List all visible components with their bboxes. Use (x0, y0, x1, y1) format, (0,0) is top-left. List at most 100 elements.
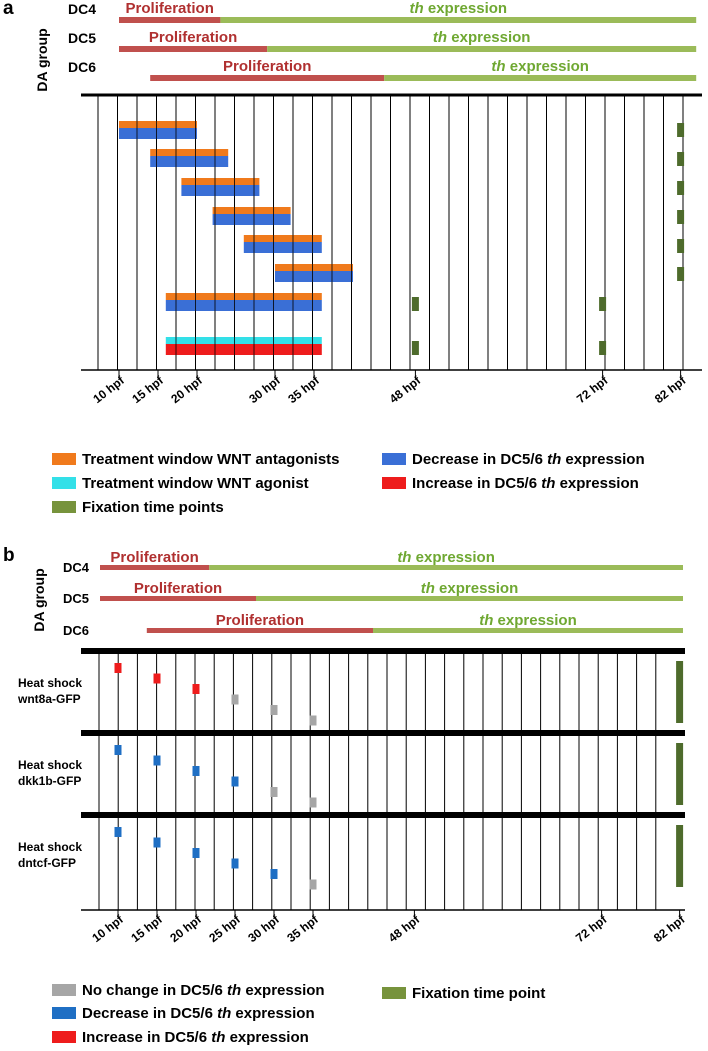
group-label: DC6 (63, 623, 89, 638)
treatment-window-antagonist (243, 235, 322, 242)
tick-label: 30 hpf (245, 912, 282, 945)
legend-swatch-blue (382, 453, 406, 465)
heat-shock-result-decrease (231, 858, 239, 869)
transgene-label: dkk1b-GFP (18, 774, 81, 788)
fixation-time-point (677, 152, 685, 166)
result-decrease (150, 156, 229, 167)
result-decrease (212, 214, 291, 225)
heat-shock-result-decrease (192, 766, 200, 776)
th-expression-bar (209, 565, 683, 570)
fixation-time-point (677, 239, 685, 253)
legend-swatch-orange (52, 453, 76, 465)
heat-shock-result-no_change (270, 787, 278, 797)
th-expression-bar (220, 17, 697, 23)
heat-shock-result-no_change (309, 797, 317, 808)
th-expression-bar (256, 596, 683, 601)
heat-shock-label: Heat shock (18, 840, 82, 854)
fixation-time-point (411, 341, 419, 355)
legend-label: Decrease in DC5/6 th expression (82, 1005, 315, 1022)
legend-swatch-cyan (52, 477, 76, 489)
group-label: DC4 (68, 1, 96, 17)
proliferation-label: Proliferation (110, 549, 198, 566)
treatment-window-antagonist (212, 207, 291, 214)
th-expression-label: th expression (421, 580, 519, 597)
heat-shock-result-no_change (309, 715, 317, 726)
panel-a-label: a (3, 0, 14, 19)
treatment-window-antagonist (275, 264, 353, 271)
fixation-time-point (677, 267, 685, 281)
row-separator (81, 812, 685, 818)
panel-a: a DA group DC4 Proliferation th expression DC… (3, 0, 702, 516)
group-label: DC6 (68, 59, 96, 75)
legend-label: Treatment window WNT antagonists (82, 451, 340, 468)
legend-swatch-red (52, 1031, 76, 1043)
fixation-time-point (599, 297, 607, 311)
fixation-time-point (677, 181, 685, 195)
fixation-time-point (676, 661, 684, 723)
heat-shock-result-no_change (270, 705, 278, 715)
tick-label: 20 hpf (168, 373, 205, 406)
th-expression-label: th expression (491, 58, 589, 75)
proliferation-bar (150, 75, 385, 81)
heat-shock-result-no_change (231, 694, 239, 705)
tick-label: 82 hpf (652, 373, 689, 406)
legend-label: Decrease in DC5/6 th expression (412, 451, 645, 468)
fixation-time-point (599, 341, 607, 355)
tick-label: 82 hpf (651, 912, 688, 945)
proliferation-bar (119, 46, 268, 52)
tick-label: 72 hpf (574, 373, 611, 406)
tick-label: 48 hpf (386, 912, 423, 945)
heat-shock-result-increase (153, 673, 161, 684)
proliferation-label: Proliferation (223, 58, 311, 75)
fixation-time-point (676, 825, 684, 887)
result-decrease (165, 300, 322, 311)
heat-shock-label: Heat shock (18, 758, 82, 772)
th-expression-label: th expression (410, 0, 508, 17)
tick-label: 20 hpf (167, 912, 204, 945)
legend-label: Increase in DC5/6 th expression (412, 475, 639, 492)
result-decrease (181, 185, 260, 196)
group-label: DC4 (63, 560, 90, 575)
group-label: DC5 (68, 30, 96, 46)
result-decrease (243, 242, 322, 253)
legend-label: Increase in DC5/6 th expression (82, 1029, 309, 1046)
heat-shock-result-decrease (192, 848, 200, 858)
transgene-label: dntcf-GFP (18, 856, 76, 870)
heat-shock-result-no_change (309, 879, 317, 890)
heat-shock-result-increase (192, 684, 200, 694)
proliferation-label: Proliferation (126, 0, 214, 17)
legend-label: Fixation time point (412, 985, 545, 1002)
legend-label: No change in DC5/6 th expression (82, 982, 325, 999)
fixation-time-point (411, 297, 419, 311)
legend-swatch-fix (382, 987, 406, 999)
fixation-time-point (677, 210, 685, 224)
legend-label: Treatment window WNT agonist (82, 475, 309, 492)
proliferation-bar (146, 628, 373, 633)
heat-shock-result-decrease (114, 827, 122, 837)
fixation-time-point (677, 123, 685, 137)
legend-label: Fixation time points (82, 499, 224, 516)
tick-label: 30 hpf (246, 373, 283, 406)
da-group-axis-title: DA group (31, 568, 47, 631)
tick-label: 48 hpf (387, 373, 424, 406)
tick-label: 15 hpf (128, 912, 165, 945)
proliferation-bar (100, 565, 210, 570)
th-expression-label: th expression (479, 612, 577, 629)
heat-shock-result-decrease (231, 776, 239, 787)
tick-label: 35 hpf (284, 912, 321, 945)
group-label: DC5 (63, 591, 89, 606)
th-expression-bar (267, 46, 697, 52)
legend-swatch-blue_b (52, 1007, 76, 1019)
row-separator (81, 730, 685, 736)
proliferation-bar (119, 17, 221, 23)
result-decrease (119, 128, 197, 139)
transgene-label: wnt8a-GFP (17, 692, 81, 706)
da-group-axis-title: DA group (34, 28, 50, 91)
treatment-window-agonist (165, 337, 322, 344)
proliferation-label: Proliferation (149, 29, 237, 46)
treatment-window-antagonist (119, 121, 197, 128)
row-separator (81, 648, 685, 654)
tick-label: 10 hpf (90, 373, 127, 406)
tick-label: 35 hpf (285, 373, 322, 406)
